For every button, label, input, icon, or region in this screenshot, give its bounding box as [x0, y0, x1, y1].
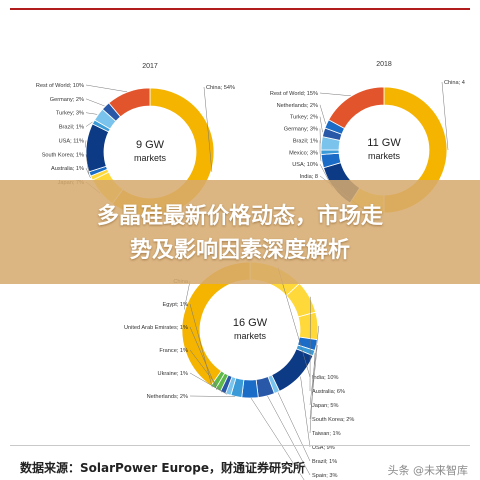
slice-label: Rest of World; 10% — [36, 83, 84, 89]
leader-line — [85, 112, 98, 115]
slice-label: Australia; 1% — [51, 166, 84, 172]
leader-line — [319, 152, 322, 162]
slice-label: Germany; 2% — [50, 97, 84, 103]
leader-line — [189, 372, 228, 395]
slice-rest-of-world — [328, 86, 385, 129]
slice-usa — [271, 348, 314, 392]
chart-title: 2017 — [142, 63, 158, 70]
leader-line — [319, 92, 351, 97]
leader-line — [189, 303, 213, 388]
leader-line — [250, 397, 305, 480]
watermark: 头条 @未来智库 — [387, 464, 469, 477]
slice-label: Taiwan; 1% — [312, 431, 341, 437]
leader-line — [85, 98, 105, 107]
slice-label: France; 1% — [159, 348, 188, 354]
banner-title-line-2: 势及影响因素深度解析 — [129, 238, 350, 263]
slice-label: United Arab Emirates; 1% — [124, 325, 188, 331]
center-text: markets — [234, 331, 267, 341]
slice-label: Australia; 6% — [312, 389, 345, 395]
slice-label: USA; 9% — [312, 445, 335, 451]
slice-label: Turkey; 2% — [290, 115, 318, 121]
slice-label: Brazil; 1% — [312, 459, 337, 465]
slice-usa — [85, 123, 110, 173]
leader-line — [85, 154, 90, 174]
leader-line — [309, 353, 316, 434]
leader-line — [85, 84, 128, 93]
source-note: 数据来源：SolarPower Europe，财通证券研究所 — [20, 461, 306, 475]
chart-title: 2018 — [376, 61, 392, 68]
center-text: markets — [134, 153, 167, 163]
banner-title: 多晶硅最新价格动态，市场走 势及影响因素深度解析 — [30, 200, 450, 268]
leader-line — [300, 376, 311, 448]
footer-rule — [10, 445, 470, 446]
slice-label: Ukraine; 1% — [158, 371, 188, 377]
slice-label: India; 8 — [300, 174, 318, 180]
slice-label: Rest of World; 15% — [270, 91, 318, 97]
slice-label: South Korea; 1% — [42, 152, 84, 158]
center-text: 9 GW — [136, 139, 165, 151]
slice-label: China; 4 — [444, 80, 465, 86]
slice-label: Netherlands; 2% — [277, 103, 318, 109]
banner-title-line-1: 多晶硅最新价格动态，市场走 — [96, 204, 383, 229]
leader-line — [277, 267, 311, 378]
slice-label: India; 10% — [312, 375, 338, 381]
center-text: markets — [368, 151, 401, 161]
slice-label: Brazil; 1% — [59, 125, 84, 131]
center-text: 16 GW — [233, 317, 268, 329]
slice-label: Japan; 5% — [312, 403, 338, 409]
header-rule — [10, 8, 470, 10]
slice-label: Turkey; 3% — [56, 111, 84, 117]
slice-label: Egypt; 1% — [163, 302, 189, 308]
leader-line — [441, 81, 449, 151]
slice-label: Brazil; 1% — [293, 138, 318, 144]
slice-label: Spain; 3% — [312, 473, 338, 479]
slice-germany — [241, 379, 259, 399]
slice-label: China; 54% — [206, 85, 235, 91]
slice-rest-of-world — [108, 87, 151, 118]
leader-line — [85, 168, 91, 179]
leader-line — [319, 104, 326, 124]
leader-line — [189, 395, 236, 397]
leader-line — [85, 121, 93, 127]
slice-label: Mexico; 3% — [289, 150, 318, 156]
slice-label: USA; 10% — [292, 162, 318, 168]
slice-label: USA; 11% — [59, 138, 84, 144]
slice-label: Germany; 3% — [284, 127, 318, 133]
slice-label: Netherlands; 2% — [147, 394, 188, 400]
leader-line — [277, 392, 311, 462]
leader-line — [189, 349, 223, 393]
slice-label: South Korea; 2% — [312, 417, 354, 423]
leader-line — [203, 86, 213, 172]
leader-line — [319, 116, 323, 133]
leader-line — [84, 140, 87, 148]
leader-line — [309, 345, 318, 420]
center-text: 11 GW — [367, 137, 401, 149]
slice-japan — [297, 311, 319, 341]
leader-line — [267, 395, 311, 476]
leader-line — [183, 280, 191, 310]
title-banner — [0, 180, 480, 284]
